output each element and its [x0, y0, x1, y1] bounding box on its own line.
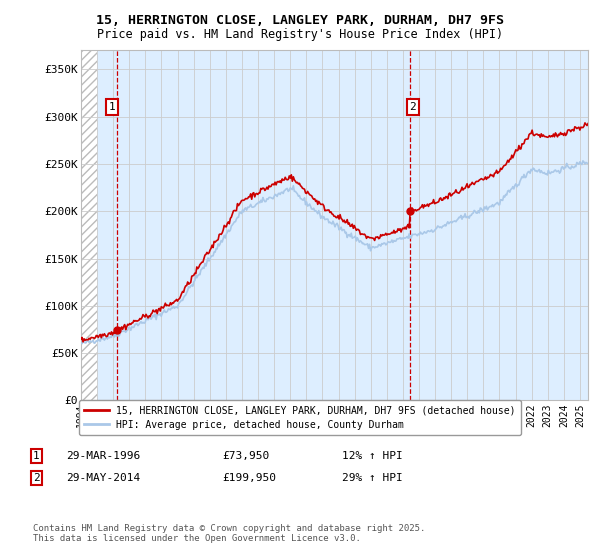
Text: 29-MAR-1996: 29-MAR-1996	[66, 451, 140, 461]
Bar	[81, 50, 97, 400]
Text: 1: 1	[109, 102, 116, 112]
Text: 12% ↑ HPI: 12% ↑ HPI	[342, 451, 403, 461]
Text: 2: 2	[33, 473, 40, 483]
Legend: 15, HERRINGTON CLOSE, LANGLEY PARK, DURHAM, DH7 9FS (detached house), HPI: Avera: 15, HERRINGTON CLOSE, LANGLEY PARK, DURH…	[79, 400, 521, 435]
Text: Price paid vs. HM Land Registry's House Price Index (HPI): Price paid vs. HM Land Registry's House …	[97, 28, 503, 41]
Text: Contains HM Land Registry data © Crown copyright and database right 2025.
This d: Contains HM Land Registry data © Crown c…	[33, 524, 425, 543]
Text: £199,950: £199,950	[222, 473, 276, 483]
Text: 29% ↑ HPI: 29% ↑ HPI	[342, 473, 403, 483]
Text: 15, HERRINGTON CLOSE, LANGLEY PARK, DURHAM, DH7 9FS: 15, HERRINGTON CLOSE, LANGLEY PARK, DURH…	[96, 14, 504, 27]
Text: 1: 1	[33, 451, 40, 461]
Text: 2: 2	[409, 102, 416, 112]
Text: £73,950: £73,950	[222, 451, 269, 461]
Text: 29-MAY-2014: 29-MAY-2014	[66, 473, 140, 483]
